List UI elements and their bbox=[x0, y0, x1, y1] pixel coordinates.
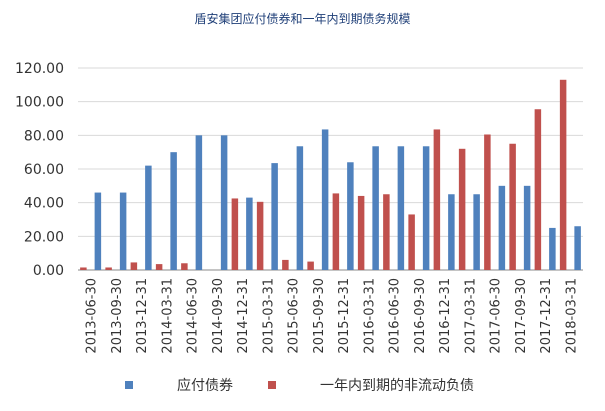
bar-bonds-payable bbox=[549, 227, 556, 270]
legend-item-series-2: 一年内到期的非流动负债 bbox=[268, 375, 474, 395]
x-tick-label: 2016-09-30 bbox=[413, 278, 428, 354]
x-tick-label: 2015-12-31 bbox=[337, 278, 352, 354]
x-tick-label: 2016-03-31 bbox=[362, 278, 377, 354]
legend: 应付债券 一年内到期的非流动负债 bbox=[0, 375, 605, 395]
bar-current-noncurrent-liabilities bbox=[559, 79, 567, 271]
bar-current-noncurrent-liabilities bbox=[282, 259, 289, 270]
bar-bonds-payable bbox=[195, 135, 203, 270]
bar-bonds-payable bbox=[574, 226, 581, 270]
bar-current-noncurrent-liabilities bbox=[307, 261, 314, 270]
bar-bonds-payable bbox=[220, 135, 228, 270]
x-tick-label: 2014-03-31 bbox=[160, 278, 175, 354]
y-tick-label: 40.00 bbox=[24, 196, 64, 212]
x-tick-label: 2017-09-30 bbox=[514, 278, 529, 354]
legend-label-series-2: 一年内到期的非流动负债 bbox=[320, 378, 474, 394]
bar-bonds-payable bbox=[372, 146, 379, 270]
y-tick-label: 100.00 bbox=[15, 95, 64, 111]
bar-current-noncurrent-liabilities bbox=[181, 263, 188, 270]
legend-swatch-series-1 bbox=[125, 381, 133, 389]
x-tick-label: 2015-06-30 bbox=[287, 278, 302, 354]
bar-current-noncurrent-liabilities bbox=[256, 201, 264, 270]
bar-bonds-payable bbox=[473, 194, 480, 270]
bar-current-noncurrent-liabilities bbox=[130, 262, 138, 270]
bar-current-noncurrent-liabilities bbox=[534, 109, 542, 270]
bar-bonds-payable bbox=[271, 163, 278, 270]
x-tick-label: 2016-12-31 bbox=[438, 278, 453, 354]
y-tick-label: 120.00 bbox=[15, 61, 64, 77]
x-tick-label: 2014-12-31 bbox=[236, 278, 251, 354]
bar-current-noncurrent-liabilities bbox=[332, 193, 340, 270]
x-tick-label: 2015-09-30 bbox=[312, 278, 327, 354]
bar-current-noncurrent-liabilities bbox=[383, 194, 390, 270]
chart-title: 盾安集团应付债券和一年内到期债务规模 bbox=[194, 12, 411, 26]
bar-bonds-payable bbox=[246, 197, 253, 270]
bar-bonds-payable bbox=[422, 146, 430, 270]
bar-current-noncurrent-liabilities bbox=[458, 148, 466, 270]
bar-current-noncurrent-liabilities bbox=[509, 143, 516, 270]
x-tick-label: 2018-03-31 bbox=[564, 278, 579, 354]
bar-bonds-payable bbox=[145, 165, 152, 270]
legend-label-series-1: 应付债券 bbox=[177, 378, 233, 394]
bar-bonds-payable bbox=[94, 192, 102, 270]
bar-bonds-payable bbox=[523, 185, 531, 270]
bar-current-noncurrent-liabilities bbox=[105, 267, 112, 270]
bar-bonds-payable bbox=[321, 129, 329, 270]
y-tick-label: 20.00 bbox=[24, 229, 64, 245]
x-tick-label: 2013-06-30 bbox=[85, 278, 100, 354]
x-tick-label: 2013-09-30 bbox=[110, 278, 125, 354]
bar-bonds-payable bbox=[448, 194, 455, 270]
x-tick-label: 2017-12-31 bbox=[539, 278, 554, 354]
bar-bonds-payable bbox=[397, 146, 405, 270]
x-tick-label: 2017-03-31 bbox=[463, 278, 478, 354]
bar-current-noncurrent-liabilities bbox=[357, 195, 365, 270]
x-tick-label: 2014-06-30 bbox=[186, 278, 201, 354]
x-tick-label: 2016-06-30 bbox=[388, 278, 403, 354]
bar-bonds-payable bbox=[170, 152, 177, 270]
bar-current-noncurrent-liabilities bbox=[433, 129, 441, 270]
bar-bonds-payable bbox=[498, 185, 506, 270]
x-tick-label: 2013-12-31 bbox=[135, 278, 150, 354]
bar-bonds-payable bbox=[347, 162, 354, 270]
y-tick-label: 60.00 bbox=[24, 162, 64, 178]
bar-current-noncurrent-liabilities bbox=[231, 198, 239, 270]
bar-bonds-payable bbox=[296, 146, 304, 270]
legend-item-series-1: 应付债券 bbox=[125, 375, 233, 395]
y-tick-label: 0.00 bbox=[33, 263, 64, 279]
bar-bonds-payable bbox=[119, 192, 127, 270]
bar-current-noncurrent-liabilities bbox=[408, 214, 415, 270]
bar-current-noncurrent-liabilities bbox=[155, 264, 163, 270]
bar-current-noncurrent-liabilities bbox=[80, 267, 87, 270]
legend-swatch-series-2 bbox=[268, 381, 276, 389]
bar-current-noncurrent-liabilities bbox=[484, 134, 491, 270]
x-tick-label: 2017-06-30 bbox=[489, 278, 504, 354]
y-tick-label: 80.00 bbox=[24, 128, 64, 144]
x-tick-label: 2014-09-30 bbox=[211, 278, 226, 354]
x-tick-label: 2015-03-31 bbox=[261, 278, 276, 354]
